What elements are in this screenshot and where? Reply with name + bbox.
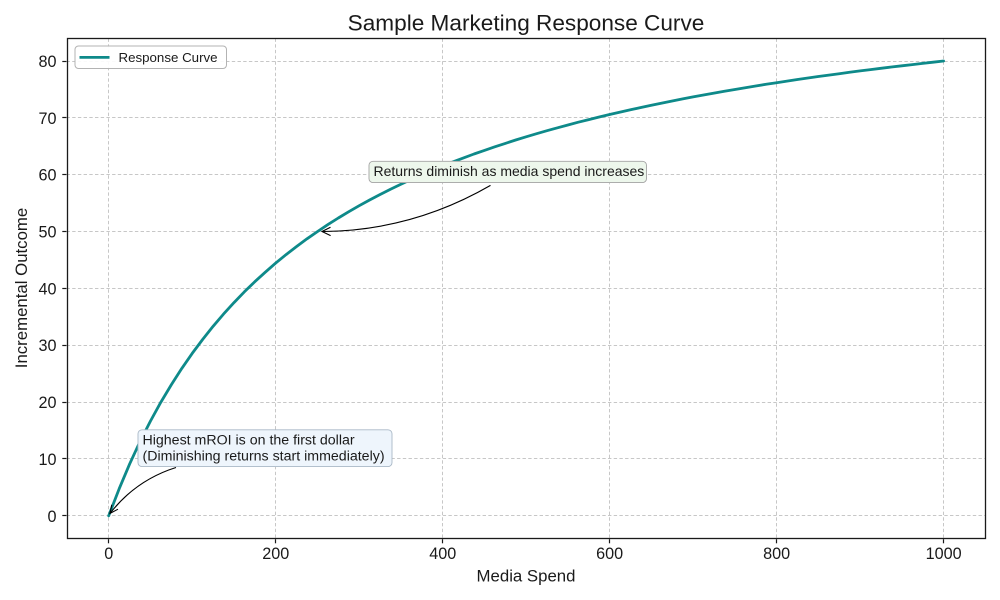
svg-text:600: 600 xyxy=(596,545,623,563)
svg-text:(Diminishing returns start imm: (Diminishing returns start immediately) xyxy=(143,448,385,464)
svg-text:0: 0 xyxy=(47,508,56,526)
svg-text:800: 800 xyxy=(763,545,790,563)
svg-text:70: 70 xyxy=(38,110,56,128)
svg-text:1000: 1000 xyxy=(926,545,962,563)
svg-text:30: 30 xyxy=(38,337,56,355)
svg-text:0: 0 xyxy=(104,545,113,563)
svg-text:40: 40 xyxy=(38,280,56,298)
svg-text:60: 60 xyxy=(38,167,56,185)
svg-text:Highest mROI is on the first d: Highest mROI is on the first dollar xyxy=(143,432,355,448)
svg-text:80: 80 xyxy=(38,53,56,71)
svg-text:200: 200 xyxy=(262,545,289,563)
svg-text:Response Curve: Response Curve xyxy=(119,50,218,65)
svg-text:400: 400 xyxy=(429,545,456,563)
svg-text:Incremental Outcome: Incremental Outcome xyxy=(12,208,31,368)
svg-text:20: 20 xyxy=(38,394,56,412)
svg-text:50: 50 xyxy=(38,224,56,242)
svg-text:Media Spend: Media Spend xyxy=(477,567,576,586)
svg-text:Returns diminish as media spen: Returns diminish as media spend increase… xyxy=(374,163,645,179)
svg-text:Sample Marketing Response Curv: Sample Marketing Response Curve xyxy=(348,11,705,36)
svg-text:10: 10 xyxy=(38,451,56,469)
